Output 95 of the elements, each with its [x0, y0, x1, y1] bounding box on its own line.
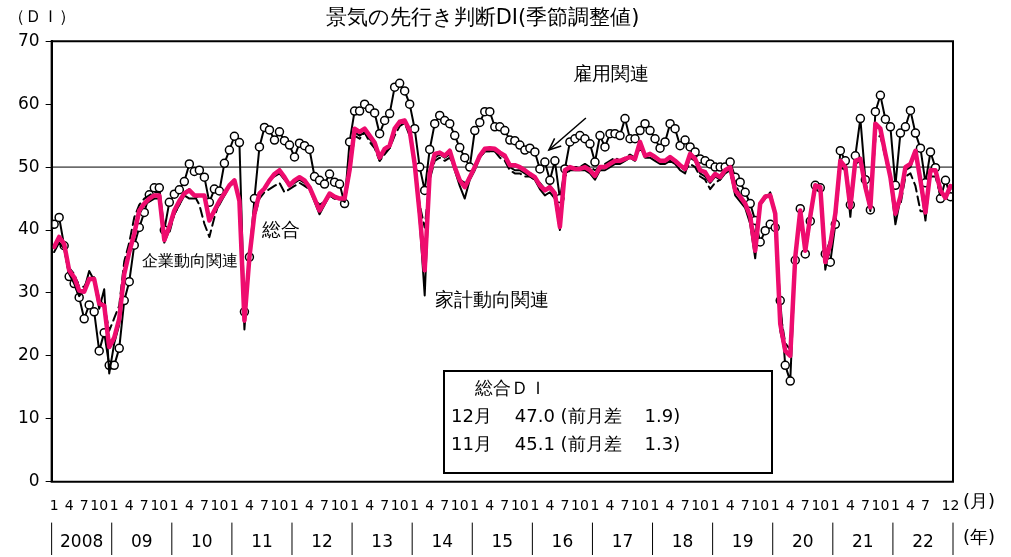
x-tick-label: 7: [800, 496, 810, 513]
x-tick-label: 4: [725, 496, 735, 513]
note-box: 総合ＤＩ 12月 47.0 (前月差 1.9) 11月 45.1 (前月差 1.3): [443, 370, 773, 474]
x-tick-label: 4: [485, 496, 495, 513]
y-tick-label: 50: [17, 155, 40, 176]
x2-tick-label: 12: [311, 531, 333, 552]
x-tick-label: 10: [510, 496, 529, 513]
x-tick-label: 12: [941, 496, 960, 513]
x2-tick-label: 15: [491, 531, 514, 552]
x2-tick-label: 11: [251, 531, 273, 552]
x-tick-label: 1: [410, 496, 420, 513]
x-tick-label: 7: [440, 496, 450, 513]
x-tick-label: 4: [905, 496, 915, 513]
x2-tick-label: 14: [431, 531, 454, 552]
series-label: 雇用関連: [572, 61, 649, 84]
x-tick-label: 10: [390, 496, 409, 513]
x-tick-label: 7: [921, 496, 930, 513]
x-tick-label: 7: [139, 496, 149, 513]
x-tick-label: 4: [365, 496, 375, 513]
x-tick-label: 7: [740, 496, 750, 513]
x2-tick-label: 21: [852, 531, 874, 552]
x-tick-label: 1: [49, 496, 59, 513]
annotation: 12月 47.0 (前月差 1.9): [450, 404, 682, 428]
x-tick-label: 4: [665, 496, 675, 513]
x-tick-label: 4: [305, 496, 315, 513]
x-tick-label: 10: [691, 496, 710, 513]
series-label: 家計動向関連: [434, 288, 549, 311]
x2-tick-label: 17: [611, 531, 634, 552]
y-tick-label: 40: [17, 218, 40, 239]
x-tick-label: 7: [380, 496, 390, 513]
x-tick-label: 10: [330, 496, 349, 513]
x-tick-label: 10: [150, 496, 169, 513]
x2-tick-label: 13: [371, 531, 393, 552]
series-label: 総合: [260, 217, 300, 240]
x-tick-label: 1: [350, 496, 360, 513]
x-tick-label: 7: [259, 496, 269, 513]
y-tick-label: 20: [17, 344, 40, 365]
x2-tick-label: 09: [130, 531, 153, 552]
x-tick-label: 1: [290, 496, 299, 513]
x-tick-label: 4: [124, 496, 134, 513]
y-tick-label: 70: [17, 29, 40, 50]
x-tick-label: 4: [605, 496, 615, 513]
x-tick-label: 1: [470, 496, 480, 513]
y-axis-title: （ＤＩ）: [8, 5, 76, 26]
x2-tick-label: 22: [912, 531, 934, 552]
x-tick-label: 10: [631, 496, 649, 513]
y-tick-label: 10: [17, 407, 40, 428]
x2-tick-label: 2008: [60, 531, 104, 552]
x-tick-label: 10: [811, 496, 830, 513]
x-tick-label: 4: [845, 496, 855, 513]
x-tick-label: 1: [650, 496, 660, 513]
x-tick-label: 10: [871, 496, 890, 513]
x-tick-label: 4: [244, 496, 254, 513]
x2-tick-label: 18: [671, 531, 694, 552]
x-tick-label: 7: [199, 496, 209, 513]
x-tick-label: 10: [90, 496, 109, 513]
x-tick-label: 1: [229, 496, 239, 513]
x-tick-label: 1: [169, 496, 179, 513]
x-tick-label: 10: [210, 496, 229, 513]
x-tick-label: 1: [590, 496, 600, 513]
y-tick-label: 30: [17, 281, 40, 302]
x-tick-label: 10: [751, 496, 770, 513]
x-tick-label: 1: [770, 496, 780, 513]
chart-title: 景気の先行き判断DI(季節調整値): [325, 5, 640, 30]
annotation: 総合ＤＩ: [474, 376, 548, 400]
x2-tick-label: 20: [791, 531, 814, 552]
x-tick-label: 7: [560, 496, 570, 513]
x2-axis-title: (年): [963, 526, 996, 548]
x2-tick-label: 10: [191, 531, 213, 552]
x-tick-label: 7: [680, 496, 690, 513]
x-tick-label: 10: [450, 496, 469, 513]
x-tick-label: 1: [890, 496, 900, 513]
x2-tick-label: 16: [551, 531, 574, 552]
x-tick-label: 7: [79, 496, 89, 513]
x-tick-label: 7: [620, 496, 630, 513]
x-tick-label: 4: [184, 496, 194, 513]
x-tick-label: 7: [860, 496, 870, 513]
x-tick-label: 7: [500, 496, 510, 513]
x-tick-label: 10: [571, 496, 589, 513]
x-tick-label: 4: [425, 496, 435, 513]
x-tick-label: 1: [710, 496, 720, 513]
x-tick-label: 1: [830, 496, 840, 513]
x-tick-label: 10: [270, 496, 289, 513]
x-tick-label: 1: [530, 496, 540, 513]
x-tick-label: 1: [109, 496, 119, 513]
y-tick-label: 0: [28, 470, 40, 491]
series-label: 企業動向関連: [141, 251, 238, 271]
x-tick-label: 4: [64, 496, 74, 513]
x2-tick-label: 19: [731, 531, 754, 552]
x-tick-label: 7: [320, 496, 330, 513]
x-axis-title: (月): [963, 489, 996, 511]
annotation: 11月 45.1 (前月差 1.3): [450, 432, 682, 456]
x-tick-label: 4: [785, 496, 795, 513]
y-tick-label: 60: [17, 92, 40, 113]
x-tick-label: 4: [545, 496, 555, 513]
